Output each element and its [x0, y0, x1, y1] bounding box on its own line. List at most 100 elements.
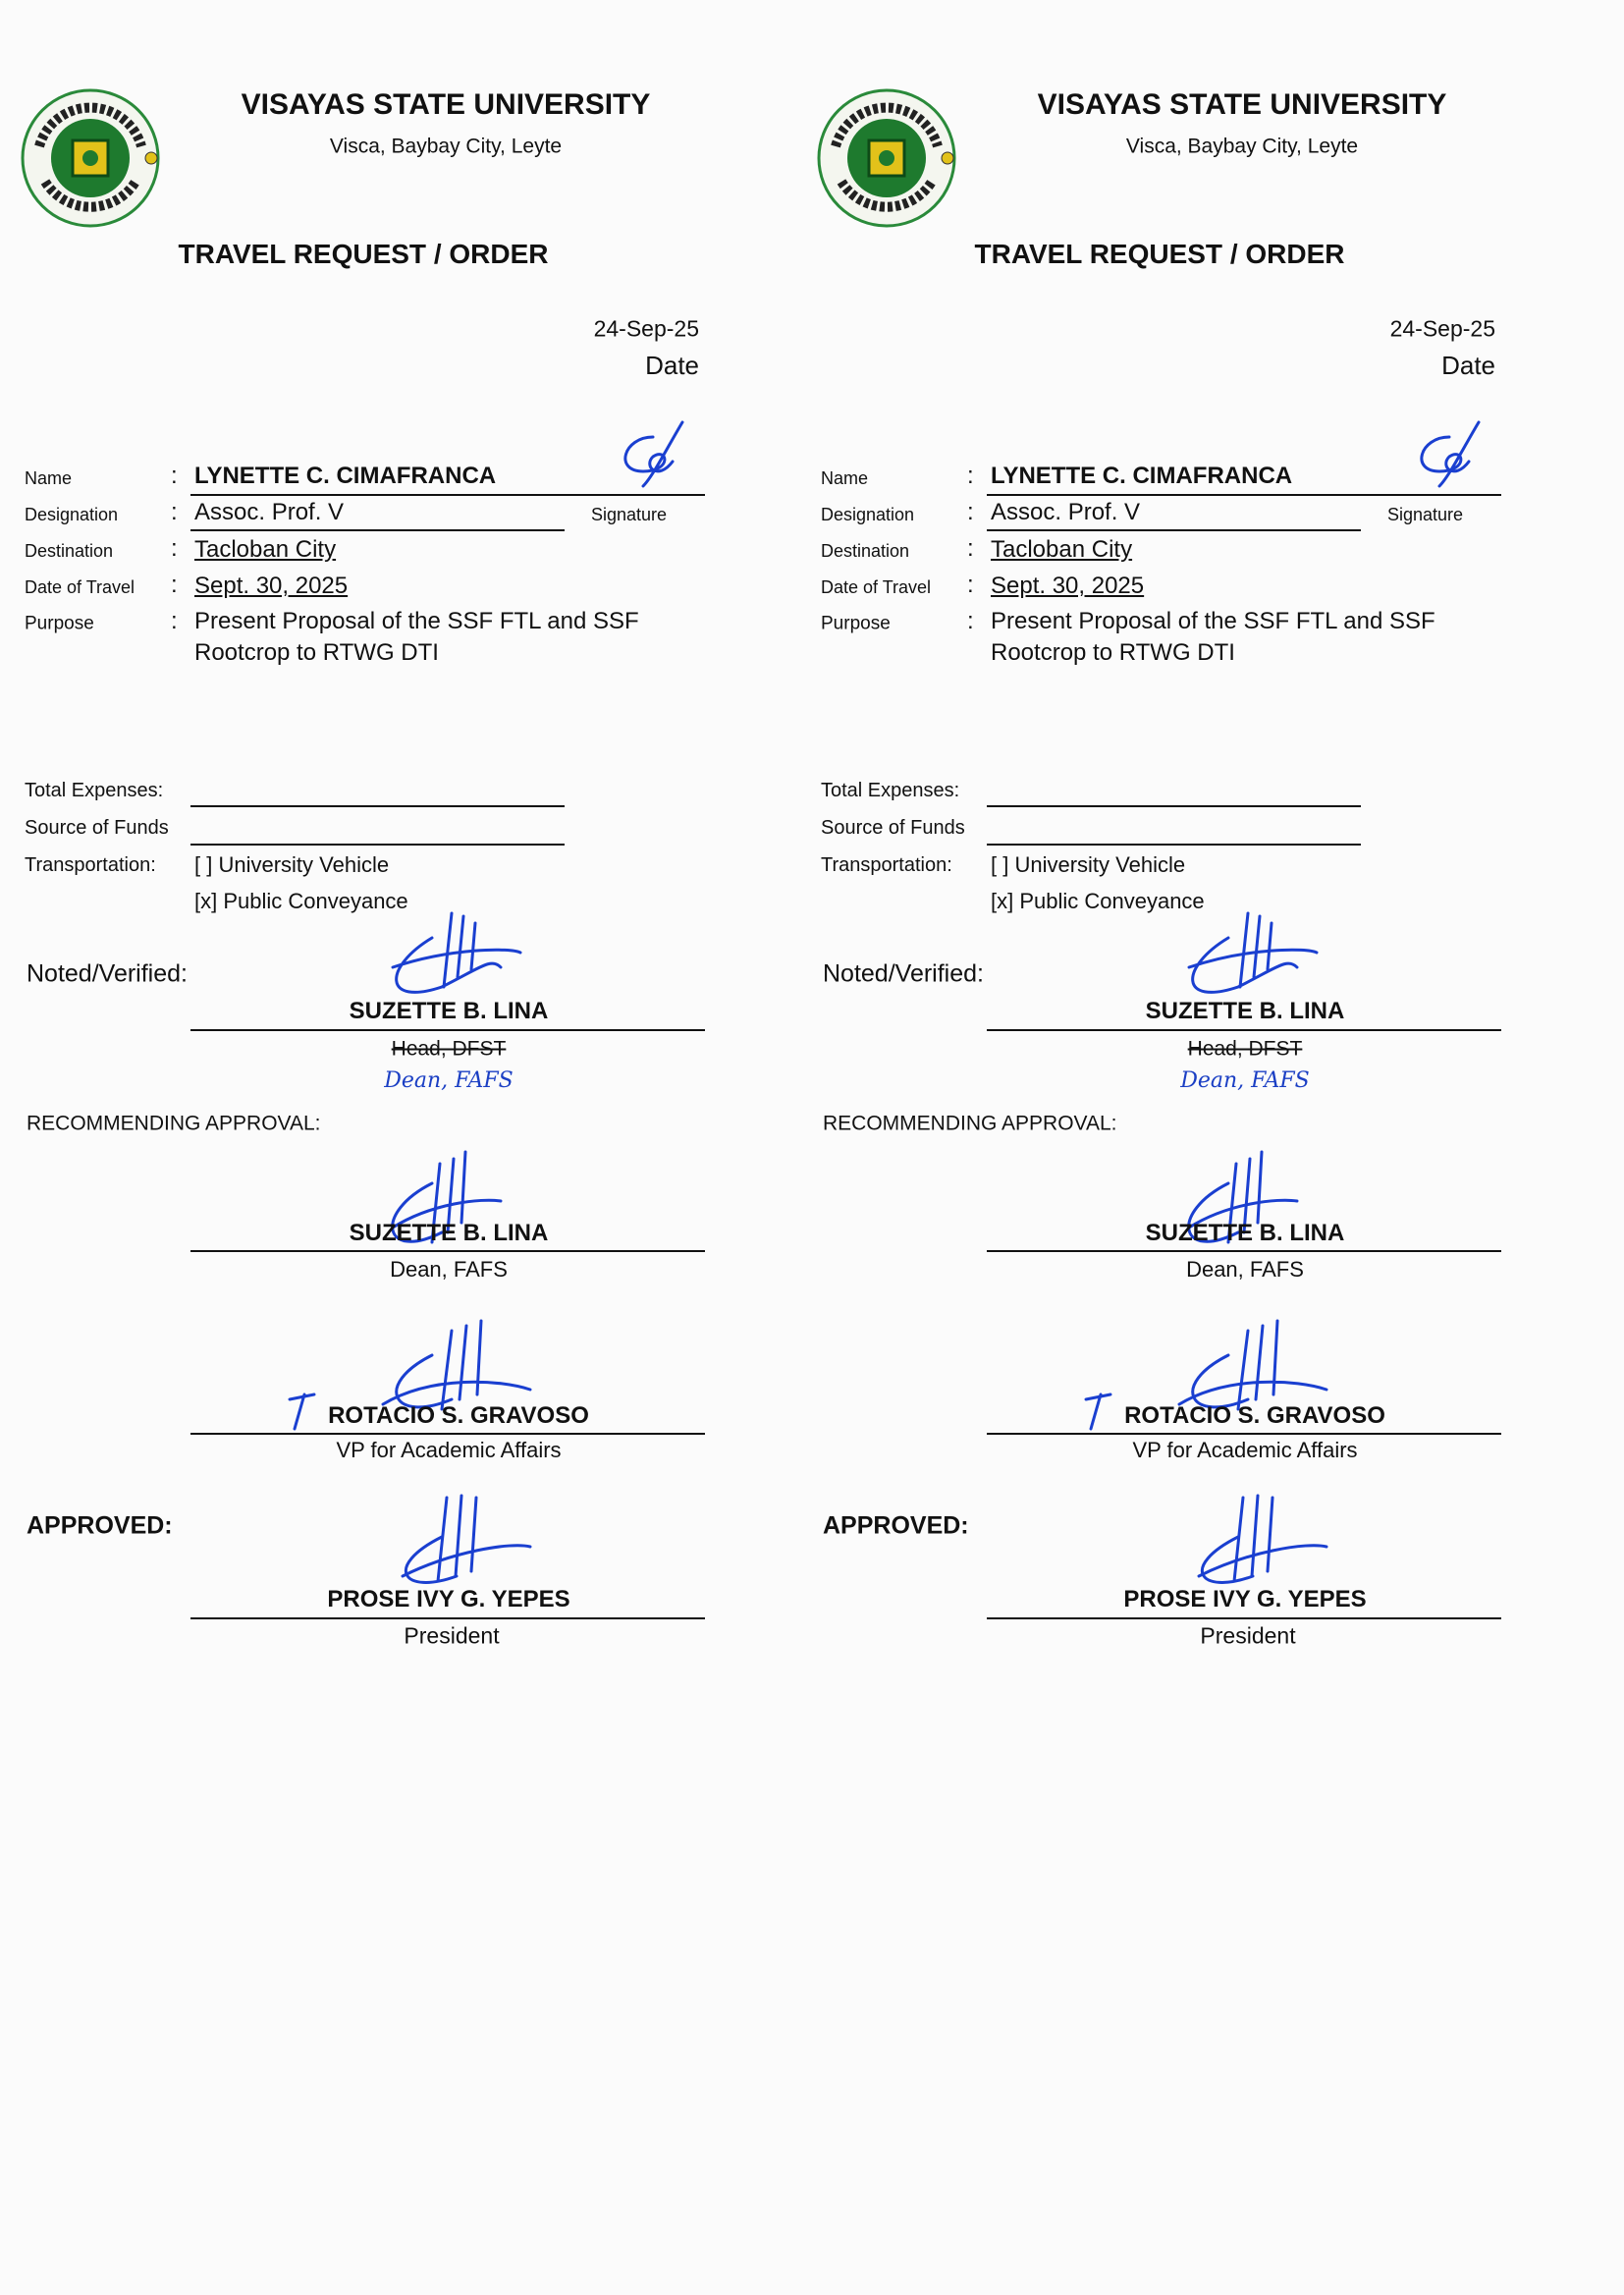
- source-of-funds-label: Source of Funds: [821, 817, 965, 839]
- applicant-signature: [1420, 420, 1481, 488]
- designation-value: Assoc. Prof. V: [991, 499, 1141, 525]
- recommending-name-2: ROTACIO S. GRAVOSO: [1124, 1402, 1385, 1429]
- source-of-funds-label: Source of Funds: [25, 817, 169, 839]
- total-expenses-underline: [987, 805, 1361, 807]
- name-underline: [987, 494, 1501, 496]
- recommending-signature-1: [391, 1150, 503, 1244]
- option-university-vehicle: [ ] University Vehicle: [991, 852, 1186, 877]
- date-value: 24-Sep-25: [593, 315, 699, 342]
- approved-position: President: [1200, 1622, 1296, 1649]
- date-of-travel-label: Date of Travel: [821, 577, 932, 597]
- designation-value: Assoc. Prof. V: [194, 499, 345, 525]
- colon: :: [967, 499, 974, 525]
- signature-label: Signature: [1387, 505, 1464, 524]
- transportation-label: Transportation:: [821, 854, 952, 876]
- recommending-position-2: VP for Academic Affairs: [1132, 1438, 1358, 1462]
- approved-name: PROSE IVY G. YEPES: [1123, 1586, 1367, 1612]
- noted-name: SUZETTE B. LINA: [1145, 998, 1345, 1024]
- colon: :: [171, 608, 178, 634]
- noted-position-struck: Head, DFST: [391, 1037, 507, 1061]
- designation-label: Designation: [821, 505, 915, 524]
- recommending-underline-1: [987, 1250, 1501, 1252]
- recommending-underline-1: [190, 1250, 705, 1252]
- recommending-approval-label: RECOMMENDING APPROVAL:: [823, 1112, 1117, 1135]
- recommending-position-1: Dean, FAFS: [1186, 1257, 1304, 1282]
- colon: :: [171, 499, 178, 525]
- option-public-conveyance: [x] Public Conveyance: [991, 889, 1205, 913]
- transportation-label: Transportation:: [25, 854, 156, 876]
- recommending-underline-2: [987, 1433, 1501, 1435]
- colon: :: [171, 572, 178, 598]
- purpose-line-2: Rootcrop to RTWG DTI: [991, 639, 1235, 666]
- date-label: Date: [645, 351, 699, 380]
- recommending-name-1: SUZETTE B. LINA: [349, 1220, 549, 1246]
- noted-signature: [391, 911, 522, 994]
- university-seal-logo: [817, 88, 956, 228]
- noted-verified-label: Noted/Verified:: [823, 959, 984, 988]
- destination-label: Destination: [821, 541, 910, 561]
- purpose-label: Purpose: [25, 613, 94, 634]
- university-seal-logo: [21, 88, 160, 228]
- date-label: Date: [1441, 351, 1495, 380]
- noted-underline: [190, 1029, 705, 1031]
- name-label: Name: [821, 468, 869, 488]
- colon: :: [171, 463, 178, 489]
- date-of-travel-value: Sept. 30, 2025: [991, 573, 1145, 599]
- name-label: Name: [25, 468, 73, 488]
- recommending-position-1: Dean, FAFS: [390, 1257, 508, 1282]
- applicant-signature: [623, 420, 684, 488]
- colon: :: [967, 608, 974, 634]
- travel-order-form-copy: VISAYAS STATE UNIVERSITY Visca, Baybay C…: [796, 0, 1601, 2295]
- destination-label: Destination: [25, 541, 114, 561]
- noted-verified-label: Noted/Verified:: [27, 959, 188, 988]
- option-public-conveyance: [x] Public Conveyance: [194, 889, 408, 913]
- form-title: TRAVEL REQUEST / ORDER: [178, 239, 549, 269]
- destination-value: Tacloban City: [194, 536, 337, 563]
- name-underline: [190, 494, 705, 496]
- total-expenses-label: Total Expenses:: [821, 780, 960, 801]
- recommending-signature-1: [1187, 1150, 1299, 1244]
- approved-position: President: [404, 1622, 500, 1649]
- colon: :: [171, 535, 178, 562]
- university-address: Visca, Baybay City, Leyte: [1125, 135, 1359, 158]
- date-of-travel-label: Date of Travel: [25, 577, 135, 597]
- destination-value: Tacloban City: [991, 536, 1133, 563]
- purpose-line-1: Present Proposal of the SSF FTL and SSF: [194, 608, 639, 634]
- recommending-approval-label: RECOMMENDING APPROVAL:: [27, 1112, 321, 1135]
- noted-name: SUZETTE B. LINA: [349, 998, 549, 1024]
- name-value: LYNETTE C. CIMAFRANCA: [194, 463, 497, 489]
- purpose-line-2: Rootcrop to RTWG DTI: [194, 639, 439, 666]
- travel-order-form: VISAYAS STATE UNIVERSITY Visca, Baybay C…: [0, 0, 805, 2295]
- purpose-line-1: Present Proposal of the SSF FTL and SSF: [991, 608, 1435, 634]
- noted-position-struck: Head, DFST: [1187, 1037, 1303, 1061]
- recommending-position-2: VP for Academic Affairs: [336, 1438, 562, 1462]
- noted-position-handwritten: Dean, FAFS: [384, 1068, 514, 1093]
- recommending-signature-2: [1084, 1319, 1328, 1431]
- approved-label: APPROVED:: [823, 1511, 969, 1540]
- colon: :: [967, 535, 974, 562]
- recommending-signature-2: [288, 1319, 532, 1431]
- noted-signature: [1187, 911, 1319, 994]
- source-of-funds-underline: [987, 844, 1361, 846]
- recommending-underline-2: [190, 1433, 705, 1435]
- approved-signature: [1197, 1494, 1328, 1584]
- signature-label: Signature: [591, 505, 668, 524]
- noted-position-handwritten: Dean, FAFS: [1180, 1068, 1310, 1093]
- date-of-travel-value: Sept. 30, 2025: [194, 573, 349, 599]
- name-value: LYNETTE C. CIMAFRANCA: [991, 463, 1293, 489]
- recommending-name-1: SUZETTE B. LINA: [1145, 1220, 1345, 1246]
- approved-label: APPROVED:: [27, 1511, 173, 1540]
- approved-underline: [190, 1617, 705, 1619]
- total-expenses-underline: [190, 805, 565, 807]
- recommending-name-2: ROTACIO S. GRAVOSO: [328, 1402, 589, 1429]
- total-expenses-label: Total Expenses:: [25, 780, 164, 801]
- designation-underline: [987, 529, 1361, 531]
- date-value: 24-Sep-25: [1389, 315, 1495, 342]
- designation-underline: [190, 529, 565, 531]
- university-name: VISAYAS STATE UNIVERSITY: [1037, 88, 1447, 121]
- option-university-vehicle: [ ] University Vehicle: [194, 852, 390, 877]
- approved-name: PROSE IVY G. YEPES: [327, 1586, 570, 1612]
- university-address: Visca, Baybay City, Leyte: [329, 135, 563, 158]
- approved-signature: [401, 1494, 532, 1584]
- form-title: TRAVEL REQUEST / ORDER: [974, 239, 1345, 269]
